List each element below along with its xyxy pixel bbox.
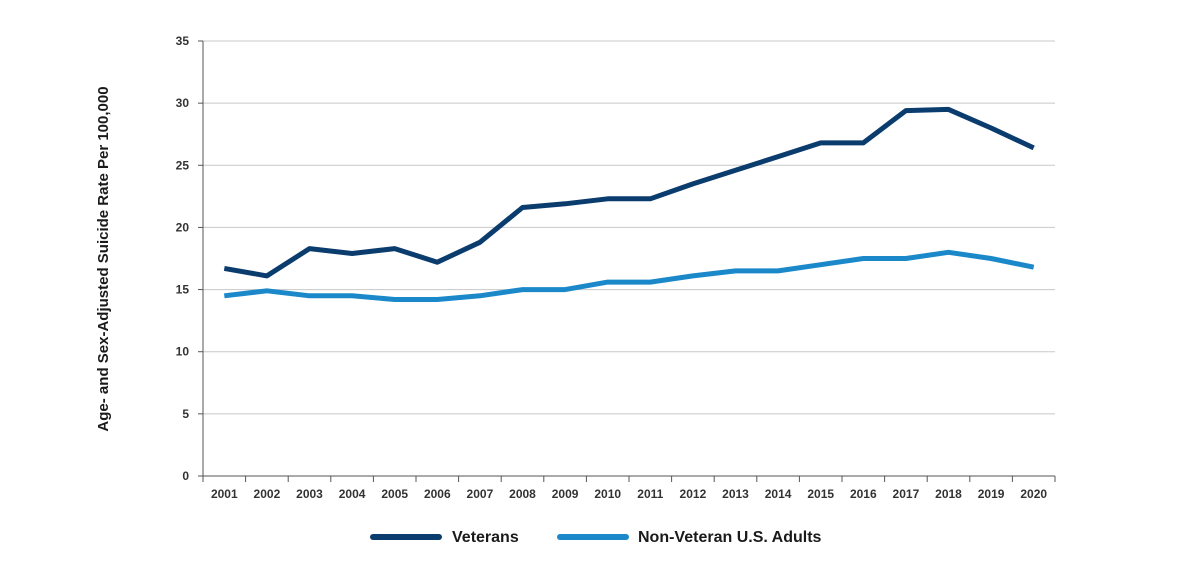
x-tick-label: 2008 [509, 487, 536, 501]
x-tick-label: 2012 [680, 487, 707, 501]
x-tick-label: 2005 [381, 487, 408, 501]
legend: Veterans Non-Veteran U.S. Adults [370, 529, 822, 546]
x-tick-label: 2015 [807, 487, 834, 501]
y-tick-label: 35 [176, 34, 190, 48]
y-tick-label: 20 [176, 220, 190, 234]
y-tick-label: 15 [176, 283, 190, 297]
x-tick-label: 2004 [339, 487, 366, 501]
x-tick-label: 2006 [424, 487, 451, 501]
legend-label: Non-Veteran U.S. Adults [638, 529, 822, 546]
axes [198, 40, 1056, 482]
x-tick-label: 2018 [935, 487, 962, 501]
gridlines [203, 40, 1055, 415]
x-tick-label: 2009 [552, 487, 579, 501]
x-tick-label: 2002 [254, 487, 281, 501]
series-group [223, 106, 1035, 302]
series-line-non-veterans [224, 249, 1035, 302]
y-axis-title: Age- and Sex-Adjusted Suicide Rate Per 1… [95, 86, 112, 431]
x-tick-label: 2007 [467, 487, 494, 501]
x-tick-label: 2019 [978, 487, 1005, 501]
x-tick-label: 2011 [637, 487, 663, 501]
x-tick-label: 2013 [722, 487, 749, 501]
x-tick-label: 2010 [594, 487, 621, 501]
y-tick-label: 0 [182, 469, 189, 483]
y-tick-label: 30 [176, 96, 190, 110]
y-tick-label: 25 [176, 158, 190, 172]
legend-label: Veterans [452, 529, 519, 546]
y-tick-label: 5 [182, 407, 189, 421]
y-tick-label: 10 [176, 345, 190, 359]
x-tick-label: 2016 [850, 487, 877, 501]
x-tick-label: 2017 [893, 487, 920, 501]
x-tick-label: 2003 [296, 487, 323, 501]
x-tick-label: 2020 [1020, 487, 1047, 501]
x-tick-label: 2001 [211, 487, 238, 501]
series-line-veterans [223, 106, 1035, 279]
tick-labels: 0 5 10 15 20 25 30 35 2001 2002 2003 2004 2005 2006 20… [176, 34, 1048, 501]
x-tick-label: 2014 [765, 487, 792, 501]
